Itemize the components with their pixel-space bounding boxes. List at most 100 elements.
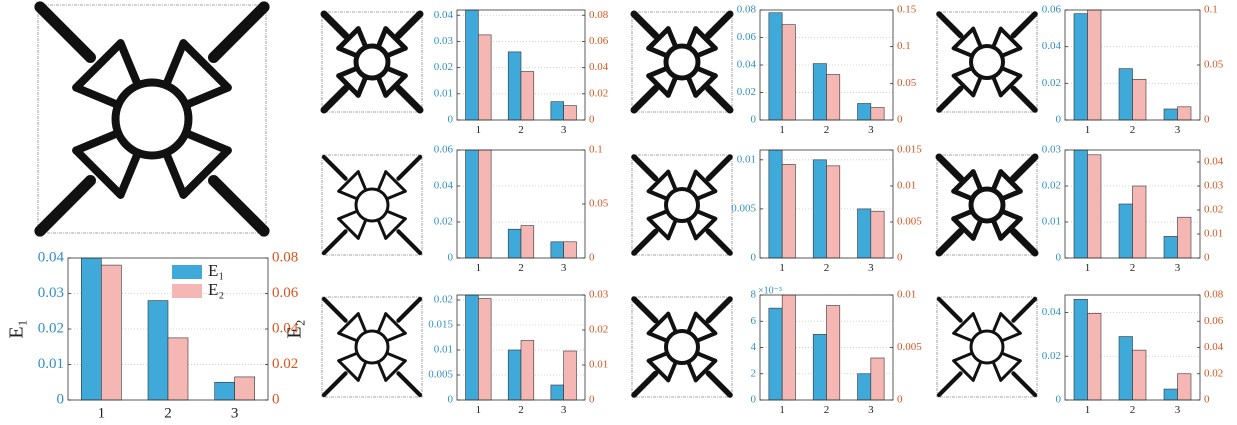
bar bbox=[550, 101, 564, 121]
y-tick-label: 0.02 bbox=[434, 294, 453, 306]
structure-beam bbox=[952, 331, 974, 343]
structure-beam bbox=[337, 217, 360, 240]
structure-beam bbox=[376, 360, 388, 382]
structure-image bbox=[34, 1, 270, 237]
bar bbox=[507, 228, 522, 259]
structure-beam bbox=[337, 331, 359, 343]
structure-beam bbox=[34, 1, 97, 64]
structure-beam bbox=[337, 351, 359, 363]
y-tick-label: 0.01 bbox=[38, 356, 64, 372]
legend-label: E₁ bbox=[208, 261, 224, 280]
x-tick-label: 3 bbox=[868, 124, 874, 136]
y2-tick-label: 0.01 bbox=[589, 359, 608, 371]
y-tick-label: 0.005 bbox=[731, 202, 756, 214]
plot-frame bbox=[456, 294, 586, 401]
bar bbox=[812, 63, 827, 121]
structure-image bbox=[321, 154, 423, 256]
structure-image bbox=[936, 296, 1038, 398]
y-tick-label: 0.03 bbox=[434, 35, 454, 47]
structure-beam bbox=[356, 218, 368, 240]
y2-tick-label: 0.1 bbox=[589, 144, 603, 156]
structure-beam bbox=[179, 39, 232, 92]
y-tick-label: 6 bbox=[751, 315, 757, 327]
structure-beam bbox=[666, 169, 678, 193]
structure-beam bbox=[693, 358, 718, 383]
structure-beam bbox=[971, 74, 983, 98]
x-tick-label: 1 bbox=[1085, 124, 1091, 136]
bar bbox=[520, 225, 535, 259]
structure-beam bbox=[385, 351, 407, 363]
bar bbox=[478, 149, 492, 259]
y2-tick-label: 0.005 bbox=[897, 341, 922, 353]
structure-beam bbox=[646, 209, 670, 221]
bar-chart: 0 0.02 0.04 0 0.02 0.04 0.06 0.08 1 2 3 bbox=[1042, 289, 1224, 416]
y2-tick-label: 0.04 bbox=[272, 320, 299, 336]
structure-beam bbox=[383, 26, 408, 51]
legend-swatch bbox=[172, 284, 202, 298]
structure-beam bbox=[1011, 371, 1038, 398]
structure-beam bbox=[336, 65, 360, 79]
y-tick-label: 0.01 bbox=[737, 153, 756, 165]
x-tick-label: 2 bbox=[518, 404, 524, 416]
structure-beam bbox=[383, 73, 408, 98]
bar bbox=[1087, 9, 1102, 121]
y2-tick-label: 0.1 bbox=[1204, 4, 1218, 16]
y2-tick-label: 0 bbox=[1204, 394, 1210, 406]
structure-beam bbox=[970, 169, 984, 193]
bar bbox=[781, 24, 796, 121]
bar bbox=[1177, 216, 1192, 259]
y2-tick-label: 0.01 bbox=[897, 180, 916, 192]
structure-beam bbox=[999, 359, 1022, 382]
structure-beam bbox=[384, 217, 407, 240]
y2-tick-label: 0.15 bbox=[897, 4, 917, 16]
structure-beam bbox=[161, 148, 188, 199]
structure-beam bbox=[952, 359, 975, 382]
x-tick-label: 3 bbox=[1175, 124, 1181, 136]
structure-beam bbox=[336, 73, 361, 98]
structure-beam bbox=[396, 154, 423, 181]
y-tick-label: 0 bbox=[1056, 114, 1062, 126]
y2-axis-label: E₂ bbox=[284, 319, 306, 338]
structure-beam bbox=[951, 73, 976, 98]
x-tick-label: 3 bbox=[231, 406, 239, 422]
structure-beam bbox=[971, 26, 983, 50]
structure-beam bbox=[1010, 11, 1038, 39]
bar-chart: 0 0.01 0.02 0.03 0.04 0 0.02 0.04 0.06 0.08 1 2 3 bbox=[434, 9, 609, 136]
structure-beam bbox=[951, 216, 976, 241]
x-tick-label: 1 bbox=[779, 124, 785, 136]
x-tick-label: 2 bbox=[1130, 404, 1136, 416]
y-tick-label: 0.04 bbox=[38, 249, 65, 265]
structure-beam bbox=[970, 217, 984, 241]
structure-beam bbox=[646, 351, 670, 363]
bar bbox=[478, 298, 492, 401]
structure-beam bbox=[337, 209, 359, 221]
structure-beam bbox=[951, 66, 975, 78]
structure-beam bbox=[705, 296, 733, 324]
structure-beam bbox=[936, 296, 963, 323]
structure-beam bbox=[686, 359, 698, 383]
structure-beam bbox=[337, 170, 360, 193]
structure-beam bbox=[336, 26, 361, 51]
x-tick-label: 3 bbox=[561, 124, 567, 136]
structure-beam bbox=[990, 217, 1004, 241]
x-tick-label: 1 bbox=[779, 404, 785, 416]
y2-tick-label: 0.04 bbox=[1204, 156, 1224, 168]
structure-beam bbox=[161, 39, 188, 90]
y-tick-label: 0.04 bbox=[1042, 40, 1062, 52]
structure-beam bbox=[385, 331, 407, 343]
structure-beam bbox=[666, 217, 678, 241]
x-tick-label: 1 bbox=[476, 262, 482, 274]
structure-beam bbox=[181, 128, 232, 155]
y-tick-label: 0.02 bbox=[434, 61, 453, 73]
structure-beam bbox=[320, 84, 350, 114]
y-tick-label: 0.01 bbox=[1042, 216, 1061, 228]
x-tick-label: 2 bbox=[518, 262, 524, 274]
plot-frame bbox=[1064, 294, 1201, 401]
y-tick-label: 0.02 bbox=[737, 86, 756, 98]
bar-chart: 0 0.005 0.01 0.015 0.02 0 0.01 0.02 0.03 1 2 3 bbox=[428, 289, 609, 416]
bar bbox=[1163, 388, 1178, 401]
structure-beam bbox=[394, 84, 424, 114]
bar bbox=[507, 51, 522, 121]
